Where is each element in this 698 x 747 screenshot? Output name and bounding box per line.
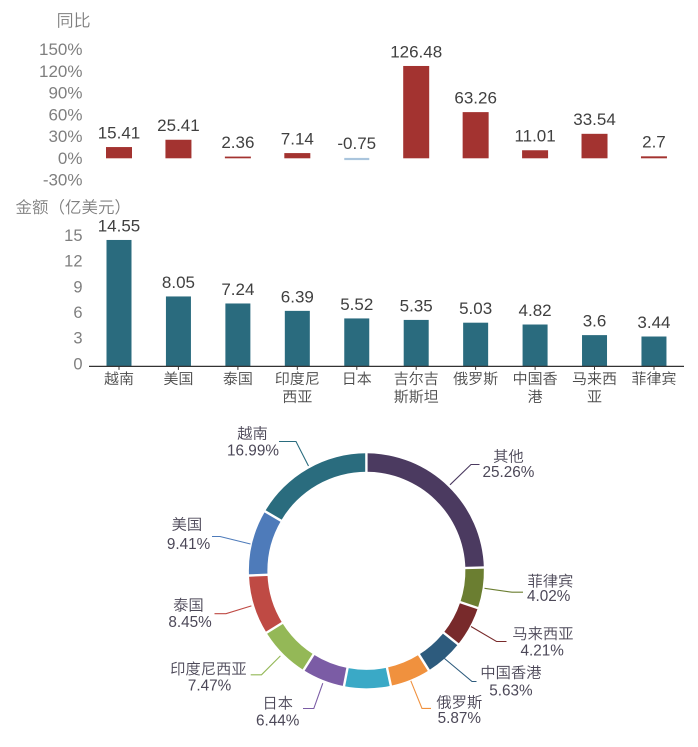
svg-text:6.44%: 6.44% [256, 712, 300, 729]
svg-text:126.48: 126.48 [390, 42, 442, 61]
svg-text:4.02%: 4.02% [527, 588, 571, 605]
svg-text:3: 3 [73, 330, 82, 348]
svg-text:63.26: 63.26 [454, 89, 497, 108]
svg-text:60%: 60% [48, 105, 82, 124]
svg-text:3.6: 3.6 [583, 312, 607, 331]
svg-text:4.82: 4.82 [519, 301, 552, 320]
svg-text:120%: 120% [39, 62, 82, 81]
svg-text:150%: 150% [39, 40, 82, 59]
svg-text:0%: 0% [58, 149, 83, 168]
svg-text:-0.75: -0.75 [337, 134, 376, 153]
svg-text:9: 9 [73, 278, 82, 296]
svg-text:5.35: 5.35 [400, 296, 433, 315]
svg-text:33.54: 33.54 [573, 110, 616, 129]
svg-text:11.01: 11.01 [514, 127, 555, 146]
svg-text:12: 12 [64, 253, 82, 271]
svg-text:3.44: 3.44 [637, 313, 670, 332]
svg-text:14.55: 14.55 [98, 216, 141, 235]
svg-text:30%: 30% [48, 127, 82, 146]
svg-text:6: 6 [73, 304, 82, 322]
svg-text:2.7: 2.7 [642, 133, 666, 152]
svg-text:6.39: 6.39 [281, 287, 314, 306]
svg-text:8.45%: 8.45% [168, 614, 212, 631]
svg-text:0: 0 [73, 355, 82, 373]
svg-text:7.24: 7.24 [221, 280, 254, 299]
svg-text:25.41: 25.41 [157, 116, 200, 135]
svg-text:9.41%: 9.41% [167, 536, 211, 553]
svg-text:16.99%: 16.99% [227, 443, 279, 460]
svg-text:5.03: 5.03 [459, 299, 492, 318]
svg-text:2.36: 2.36 [221, 133, 254, 152]
svg-text:5.52: 5.52 [340, 295, 373, 314]
svg-text:25.26%: 25.26% [482, 464, 534, 481]
svg-text:90%: 90% [48, 84, 82, 103]
svg-text:7.47%: 7.47% [188, 678, 232, 695]
svg-text:15: 15 [64, 227, 82, 245]
svg-text:15.41: 15.41 [98, 123, 141, 142]
svg-text:5.63%: 5.63% [489, 682, 533, 699]
svg-text:5.87%: 5.87% [438, 710, 482, 727]
svg-text:8.05: 8.05 [162, 273, 195, 292]
svg-text:7.14: 7.14 [281, 129, 314, 148]
svg-text:4.21%: 4.21% [521, 643, 565, 660]
svg-text:-30%: -30% [43, 171, 83, 190]
